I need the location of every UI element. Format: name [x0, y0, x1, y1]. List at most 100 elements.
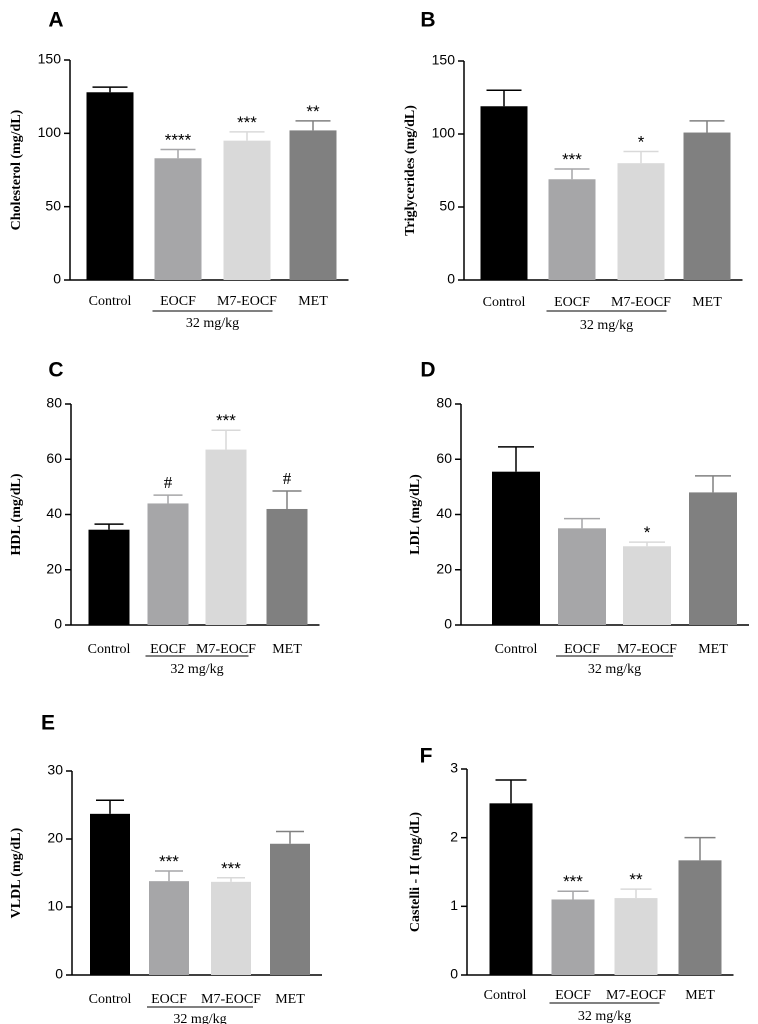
panel-letter: F	[420, 745, 433, 768]
bar-control	[88, 529, 130, 625]
x-category-label: EOCF	[555, 988, 591, 1003]
x-category-label: MET	[272, 642, 302, 657]
x-category-label: EOCF	[151, 992, 187, 1007]
y-axis-title: Triglycerides (mg/dL)	[403, 105, 418, 236]
significance-label: *	[638, 133, 645, 152]
bar-eocf	[147, 503, 189, 625]
y-axis-title: HDL (mg/dL)	[9, 473, 24, 555]
y-tick-label: 30	[47, 762, 63, 778]
y-axis-title: Castelli - II (mg/dL)	[408, 812, 423, 933]
bar-eocf	[558, 528, 606, 625]
bar-met	[683, 132, 731, 280]
y-tick-label: 2	[450, 828, 458, 844]
bar-control	[86, 92, 134, 281]
group-label: 32 mg/kg	[170, 662, 223, 677]
bar-control	[480, 106, 528, 280]
x-category-label: MET	[275, 992, 305, 1007]
x-category-label: MET	[698, 642, 728, 657]
panel-letter: C	[48, 359, 63, 382]
group-label: 32 mg/kg	[578, 1009, 631, 1024]
y-axis-title: VLDL (mg/dL)	[9, 827, 24, 918]
bar-eocf	[154, 158, 202, 280]
significance-label: #	[164, 473, 173, 492]
y-tick-label: 50	[439, 198, 455, 214]
significance-label: **	[306, 102, 320, 121]
y-tick-label: 60	[436, 450, 452, 466]
x-category-label: EOCF	[160, 294, 196, 309]
x-category-label: EOCF	[564, 642, 600, 657]
bar-met	[689, 492, 737, 625]
bar-m7-eocf	[223, 140, 271, 280]
bar-m7-eocf	[617, 163, 665, 280]
y-tick-label: 0	[55, 966, 63, 982]
y-tick-label: 0	[53, 271, 61, 287]
bar-eocf	[548, 179, 596, 280]
x-category-label: EOCF	[150, 642, 186, 657]
y-tick-label: 60	[46, 450, 62, 466]
significance-label: ***	[159, 852, 179, 871]
panel-E-vldl: E 0 10 20 30 VLDL (mg/dL) Control *** EOCF *** M7-…	[9, 712, 322, 1024]
group-label: 32 mg/kg	[173, 1012, 226, 1024]
significance-label: ****	[165, 130, 192, 149]
bar-eocf	[551, 899, 595, 975]
x-category-label: Control	[484, 988, 527, 1003]
significance-label: ***	[216, 411, 236, 430]
x-category-label: M7-EOCF	[617, 642, 677, 657]
y-axis-title: Cholesterol (mg/dL)	[9, 109, 24, 230]
group-label: 32 mg/kg	[588, 662, 641, 677]
panel-letter: A	[48, 9, 63, 32]
x-category-label: M7-EOCF	[606, 988, 666, 1003]
significance-label: ***	[237, 113, 257, 132]
y-tick-label: 0	[447, 271, 455, 287]
y-tick-label: 100	[432, 125, 456, 141]
x-category-label: EOCF	[554, 295, 590, 310]
group-label: 32 mg/kg	[186, 316, 239, 331]
y-axis-title: LDL (mg/dL)	[408, 474, 423, 555]
y-tick-label: 1	[450, 897, 458, 913]
significance-label: *	[644, 523, 651, 542]
x-category-label: Control	[88, 642, 131, 657]
x-category-label: M7-EOCF	[611, 295, 671, 310]
y-tick-label: 80	[436, 395, 452, 411]
significance-label: ***	[563, 872, 583, 891]
panel-F-castelli-ii: F 0 1 2 3 Castelli - II (mg/dL) Control *** EOCF…	[408, 745, 734, 1024]
y-tick-label: 100	[38, 124, 62, 140]
significance-label: **	[629, 870, 643, 889]
group-label: 32 mg/kg	[580, 318, 633, 333]
x-category-label: Control	[89, 294, 132, 309]
x-category-label: MET	[685, 988, 715, 1003]
significance-label: #	[283, 469, 292, 488]
y-tick-label: 40	[46, 505, 62, 521]
significance-label: ***	[221, 859, 241, 878]
y-tick-label: 150	[38, 51, 62, 67]
bar-met	[266, 508, 308, 625]
panel-C-hdl: C 0 20 40 60 80 HDL (mg/dL) Control # EOCF *** M7-E…	[9, 359, 320, 677]
bar-met	[270, 843, 310, 975]
x-category-label: Control	[495, 642, 538, 657]
significance-label: ***	[562, 150, 582, 169]
y-tick-label: 50	[45, 197, 61, 213]
y-tick-label: 20	[436, 560, 452, 576]
bar-control	[90, 813, 130, 975]
bar-m7-eocf	[205, 449, 247, 625]
bar-eocf	[149, 881, 189, 975]
y-tick-label: 80	[46, 395, 62, 411]
bar-met	[678, 860, 722, 975]
bar-met	[289, 130, 337, 280]
x-category-label: M7-EOCF	[217, 294, 277, 309]
panel-letter: D	[420, 359, 435, 382]
x-category-label: Control	[483, 295, 526, 310]
y-tick-label: 40	[436, 505, 452, 521]
y-tick-label: 3	[450, 760, 458, 776]
y-tick-label: 0	[450, 966, 458, 982]
x-category-label: MET	[298, 294, 328, 309]
bar-m7-eocf	[623, 546, 671, 625]
y-tick-label: 10	[47, 898, 63, 914]
panel-letter: E	[41, 712, 55, 735]
x-category-label: M7-EOCF	[196, 642, 256, 657]
y-tick-label: 20	[46, 560, 62, 576]
y-tick-label: 0	[54, 616, 62, 632]
